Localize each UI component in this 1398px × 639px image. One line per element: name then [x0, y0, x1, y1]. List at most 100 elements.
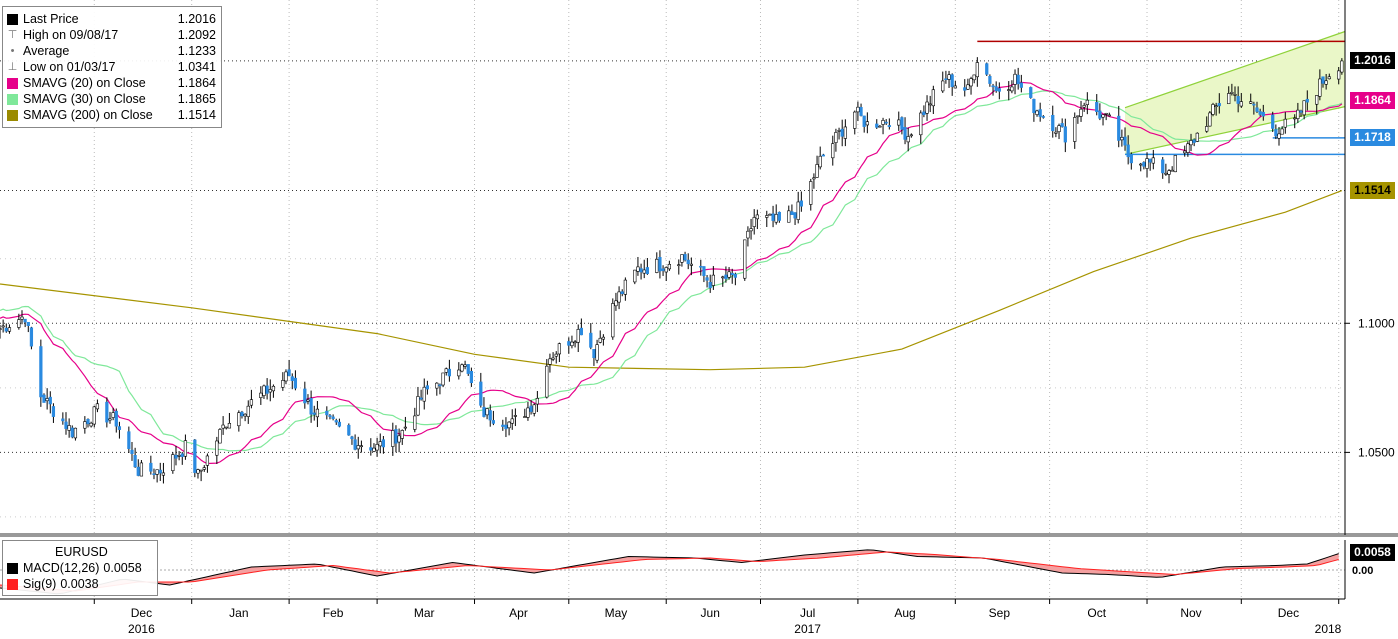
- candle: [664, 266, 668, 282]
- candle-body: [381, 439, 386, 448]
- candle: [834, 128, 838, 152]
- candle: [545, 359, 549, 399]
- candle: [1041, 115, 1045, 119]
- candle-body: [425, 385, 430, 390]
- legend-row: SMAVG (30) on Close 1.1865: [3, 91, 221, 107]
- candle: [4, 323, 8, 333]
- candle-body: [721, 276, 725, 279]
- candle-body: [944, 78, 948, 81]
- candle: [548, 353, 552, 373]
- candle: [1324, 73, 1328, 90]
- candle: [441, 372, 445, 388]
- candle-body: [1104, 112, 1108, 115]
- candle: [1211, 102, 1215, 117]
- candle: [1170, 166, 1174, 172]
- candle: [614, 292, 618, 311]
- candle: [149, 455, 153, 475]
- candle-body: [205, 455, 210, 466]
- candle: [1117, 105, 1121, 148]
- candle-body: [548, 358, 552, 365]
- candle: [287, 359, 291, 376]
- candle: [1315, 95, 1319, 115]
- candle: [897, 111, 901, 131]
- candle: [457, 362, 461, 380]
- candle-body: [29, 327, 34, 347]
- candle: [482, 397, 486, 418]
- candle-body: [224, 426, 228, 429]
- candle: [799, 191, 803, 212]
- high-marker-icon: ⊤: [7, 29, 18, 41]
- candle: [1340, 58, 1344, 75]
- candle-body: [394, 429, 398, 444]
- candle-body: [768, 213, 772, 216]
- candle-body: [661, 268, 665, 271]
- candle: [1236, 86, 1240, 113]
- candle: [1073, 112, 1077, 149]
- candle: [856, 101, 860, 122]
- candle: [843, 119, 847, 147]
- candle-body: [799, 200, 803, 207]
- candle: [815, 155, 819, 178]
- candle: [683, 251, 687, 262]
- candle: [161, 462, 166, 484]
- x-year-label: 2016: [128, 622, 155, 636]
- candle-body: [463, 364, 467, 367]
- candle-body: [752, 217, 756, 227]
- candle: [463, 360, 467, 370]
- candle-body: [391, 430, 395, 447]
- candle: [221, 416, 225, 435]
- x-month-label: Nov: [1180, 606, 1201, 620]
- candle: [1054, 127, 1058, 138]
- candle-body: [950, 74, 954, 87]
- candle-body: [45, 398, 49, 402]
- candle: [513, 408, 517, 427]
- macd-legend-row: MACD(12,26) 0.0058: [3, 560, 157, 576]
- candle-body: [1337, 70, 1341, 80]
- candle-body: [196, 469, 200, 474]
- legend-swatch: [7, 562, 18, 574]
- candle: [931, 85, 935, 114]
- candle-body: [683, 254, 687, 261]
- candle-body: [350, 436, 354, 440]
- x-month-label: Sep: [989, 606, 1011, 620]
- candle: [1195, 132, 1199, 143]
- candle: [1252, 101, 1256, 115]
- candle: [859, 103, 863, 117]
- candle-body: [809, 181, 813, 205]
- candle: [381, 436, 386, 454]
- candle-body: [1283, 118, 1287, 128]
- candle-body: [438, 384, 442, 387]
- candle-body: [1173, 155, 1177, 173]
- candle-body: [378, 441, 382, 447]
- candle-body: [293, 377, 298, 389]
- legend-label: High on 09/08/17: [23, 28, 119, 42]
- candle: [438, 383, 442, 395]
- candle-body: [689, 263, 693, 266]
- candle-body: [1057, 125, 1061, 133]
- candle-body: [1095, 102, 1099, 112]
- candle-body: [793, 212, 797, 219]
- legend-label: SMAVG (200) on Close: [23, 108, 153, 122]
- candle-body: [287, 369, 291, 376]
- candle-body: [42, 394, 46, 403]
- candle-body: [589, 332, 593, 348]
- candle-body: [262, 385, 266, 396]
- legend-value: 1.1514: [177, 108, 216, 122]
- candle: [909, 133, 913, 138]
- candle-body: [237, 412, 241, 427]
- sma200-line: [0, 190, 1343, 371]
- candle-body: [1296, 109, 1300, 119]
- price-legend: Last Price 1.2016 ⊤ High on 09/08/17 1.2092 •…: [2, 6, 222, 128]
- candle-body: [1101, 114, 1105, 118]
- candle-body: [727, 271, 731, 278]
- candle: [991, 83, 995, 96]
- candle: [139, 459, 144, 477]
- candle-body: [743, 239, 747, 279]
- candle-body: [92, 406, 96, 425]
- candle: [26, 321, 30, 333]
- candle-body: [0, 328, 2, 330]
- candle-body: [523, 416, 527, 418]
- candle-body: [1038, 109, 1042, 117]
- candle: [705, 274, 709, 288]
